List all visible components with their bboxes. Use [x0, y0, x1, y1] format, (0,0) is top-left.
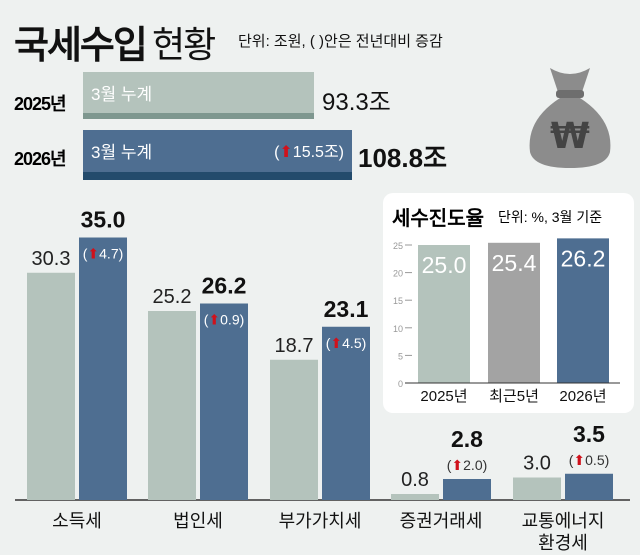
category-label: 법인세 [173, 511, 223, 531]
change-label: (⬆4.7) [83, 246, 124, 262]
y-tick-label: 15 [393, 296, 403, 306]
bar-2025-total: 3월 누계 [83, 72, 314, 119]
value-label-2026: 26.2 [202, 273, 247, 299]
progress-bar [488, 242, 540, 383]
bar-label: 3월 누계 [91, 85, 153, 104]
value-label-2025: 3.0 [523, 453, 551, 475]
y-tick-label: 20 [393, 269, 403, 279]
change-label: (⬆2.0) [447, 457, 488, 473]
value-label-2025: 18.7 [275, 335, 314, 357]
year-2026: 2026년 [14, 149, 67, 169]
bar-2025 [391, 494, 439, 500]
progress-category-label: 최근5년 [489, 388, 539, 405]
bar-2025 [270, 359, 318, 500]
category-label: 소득세 [52, 511, 102, 531]
bar-2026 [200, 303, 248, 500]
bar-2026-total: 3월 누계 (⬆15.5조) [83, 130, 352, 180]
bar-2026 [322, 326, 370, 500]
category-label: 교통에너지 [522, 511, 605, 531]
y-tick-label: 25 [393, 241, 403, 251]
up-arrow-icon: ⬆ [208, 312, 220, 328]
value-label-2025: 30.3 [32, 248, 71, 270]
value-label-2025: 25.2 [153, 286, 192, 308]
bar-2025 [148, 311, 196, 500]
bar-2026 [443, 479, 491, 500]
change-value: 15.5조 [292, 144, 339, 161]
progress-title: 세수진도율 [392, 208, 484, 230]
y-tick-label: 10 [393, 324, 403, 334]
year-2025: 2025년 [14, 94, 67, 114]
progress-value-label: 25.4 [492, 250, 537, 276]
progress-bar [418, 245, 470, 383]
progress-value-label: 25.0 [422, 252, 467, 278]
bar-label: 3월 누계 [91, 143, 153, 162]
value-label-2025: 0.8 [401, 469, 429, 491]
page-title: 국세수입 [14, 25, 148, 67]
money-bag-icon: ₩ [520, 60, 620, 170]
up-arrow-icon: ⬆ [279, 144, 293, 161]
category-label: 증권거래세 [400, 511, 483, 531]
value-label-2026: 2.8 [451, 426, 483, 452]
change-label: (⬆4.5) [326, 335, 367, 351]
change-label: (⬆0.5) [569, 452, 610, 468]
value-label-2026: 35.0 [81, 207, 126, 233]
bar-2025 [513, 477, 561, 500]
unit-note: 단위: 조원, ( )안은 전년대비 증감 [238, 33, 443, 50]
y-tick-label: 5 [398, 351, 403, 361]
value-label-2026: 23.1 [324, 296, 369, 322]
bar-2025 [27, 272, 75, 500]
value-2026: 108.8조 [358, 143, 447, 173]
up-arrow-icon: ⬆ [330, 335, 342, 351]
category-label: 부가가치세 [279, 511, 362, 531]
value-label-2026: 3.5 [573, 421, 605, 447]
category-label: 환경세 [538, 533, 588, 553]
progress-value-label: 26.2 [561, 245, 606, 271]
progress-bar [557, 238, 609, 383]
progress-category-label: 2026년 [559, 388, 606, 405]
up-arrow-icon: ⬆ [451, 457, 463, 473]
value-2025: 93.3조 [322, 89, 391, 116]
page-subtitle: 현황 [152, 24, 216, 65]
y-tick-label: 0 [398, 379, 403, 389]
change-label: (⬆15.5조) [274, 144, 344, 161]
up-arrow-icon: ⬆ [87, 246, 99, 262]
progress-category-label: 2025년 [420, 388, 467, 405]
change-label: (⬆0.9) [204, 312, 245, 328]
svg-text:₩: ₩ [550, 116, 590, 157]
bar-2026 [79, 237, 127, 500]
bar-2026 [565, 473, 613, 500]
progress-unit: 단위: %, 3월 기준 [498, 209, 603, 225]
up-arrow-icon: ⬆ [573, 452, 585, 468]
